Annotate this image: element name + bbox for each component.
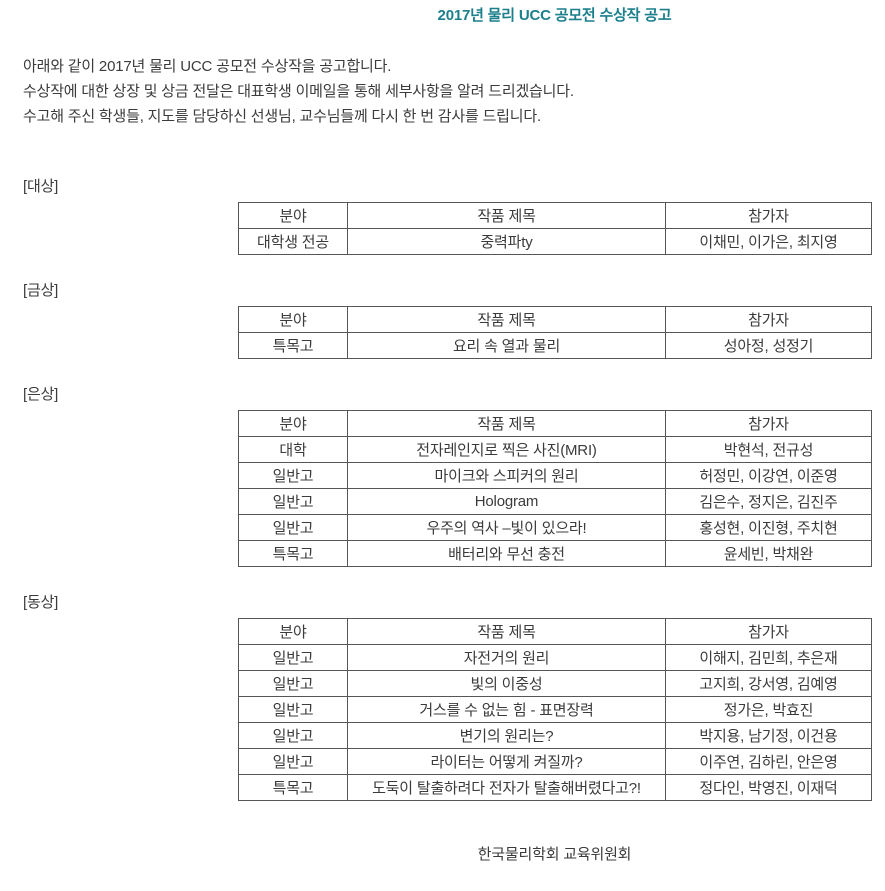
table-cell: 이채민, 이가은, 최지영 bbox=[665, 228, 872, 255]
table-cell: 이해지, 김민희, 추은재 bbox=[665, 644, 872, 671]
table-header-cell: 참가자 bbox=[665, 410, 872, 437]
table-cell: 특목고 bbox=[238, 540, 348, 567]
table-header-cell: 작품 제목 bbox=[347, 306, 666, 333]
table-header-cell: 참가자 bbox=[665, 306, 872, 333]
table-cell: 자전거의 원리 bbox=[347, 644, 666, 671]
table-cell: 성아정, 성정기 bbox=[665, 332, 872, 359]
table-row: 대학생 전공 중력파ty 이채민, 이가은, 최지영 bbox=[238, 228, 872, 255]
table-cell: 일반고 bbox=[238, 696, 348, 723]
intro-line-2: 수상작에 대한 상장 및 상금 전달은 대표학생 이메일을 통해 세부사항을 알… bbox=[23, 83, 574, 100]
table-cell: 정가은, 박효진 bbox=[665, 696, 872, 723]
table-cell: 마이크와 스피커의 원리 bbox=[347, 462, 666, 489]
table-cell: 변기의 원리는? bbox=[347, 722, 666, 749]
table-cell: 배터리와 무선 충전 bbox=[347, 540, 666, 567]
table-cell: 중력파ty bbox=[347, 228, 666, 255]
table-cell: 전자레인지로 찍은 사진(MRI) bbox=[347, 436, 666, 463]
footer-signature: 한국물리학회 교육위원회 bbox=[477, 846, 632, 863]
table-row: 일반고 거스를 수 없는 힘 - 표면장력 정가은, 박효진 bbox=[238, 696, 872, 723]
table-cell: Hologram bbox=[347, 488, 666, 515]
table-row: 특목고 도둑이 탈출하려다 전자가 탈출해버렸다고?! 정다인, 박영진, 이재덕 bbox=[238, 774, 872, 801]
table-cell: 윤세빈, 박채완 bbox=[665, 540, 872, 567]
award-table-1: 분야 작품 제목 참가자 특목고 요리 속 열과 물리 성아정, 성정기 bbox=[238, 306, 872, 359]
table-cell: 일반고 bbox=[238, 748, 348, 775]
table-cell: 요리 속 열과 물리 bbox=[347, 332, 666, 359]
table-cell: 일반고 bbox=[238, 722, 348, 749]
table-header-row: 분야 작품 제목 참가자 bbox=[238, 306, 872, 333]
table-header-cell: 작품 제목 bbox=[347, 618, 666, 645]
section-label-1: [금상] bbox=[23, 282, 59, 299]
table-header-cell: 분야 bbox=[238, 202, 348, 229]
table-cell: 라이터는 어떻게 켜질까? bbox=[347, 748, 666, 775]
table-header-cell: 분야 bbox=[238, 618, 348, 645]
section-label-0: [대상] bbox=[23, 178, 59, 195]
page-title: 2017년 물리 UCC 공모전 수상작 공고 bbox=[437, 7, 672, 24]
table-header-cell: 작품 제목 bbox=[347, 410, 666, 437]
table-cell: 박현석, 전규성 bbox=[665, 436, 872, 463]
table-header-cell: 분야 bbox=[238, 410, 348, 437]
table-row: 일반고 변기의 원리는? 박지용, 남기정, 이건용 bbox=[238, 722, 872, 749]
table-cell: 박지용, 남기정, 이건용 bbox=[665, 722, 872, 749]
table-cell: 대학생 전공 bbox=[238, 228, 348, 255]
table-cell: 특목고 bbox=[238, 774, 348, 801]
table-cell: 우주의 역사 –빛이 있으라! bbox=[347, 514, 666, 541]
table-header-cell: 분야 bbox=[238, 306, 348, 333]
table-row: 일반고 자전거의 원리 이해지, 김민희, 추은재 bbox=[238, 644, 872, 671]
table-cell: 도둑이 탈출하려다 전자가 탈출해버렸다고?! bbox=[347, 774, 666, 801]
table-row: 일반고 마이크와 스피커의 원리 허정민, 이강연, 이준영 bbox=[238, 462, 872, 489]
table-header-cell: 작품 제목 bbox=[347, 202, 666, 229]
table-cell: 특목고 bbox=[238, 332, 348, 359]
intro-line-1: 아래와 같이 2017년 물리 UCC 공모전 수상작을 공고합니다. bbox=[23, 58, 392, 75]
table-cell: 정다인, 박영진, 이재덕 bbox=[665, 774, 872, 801]
intro-paragraph: 아래와 같이 2017년 물리 UCC 공모전 수상작을 공고합니다. 수상작에… bbox=[23, 54, 885, 129]
table-row: 일반고 우주의 역사 –빛이 있으라! 홍성현, 이진형, 주치현 bbox=[238, 514, 872, 541]
table-cell: 일반고 bbox=[238, 488, 348, 515]
table-row: 일반고 Hologram 김은수, 정지은, 김진주 bbox=[238, 488, 872, 515]
award-sections: [대상] 분야 작품 제목 참가자 대학생 전공 중력파ty 이채민, 이가은, 최지영 [금… bbox=[0, 175, 885, 801]
table-header-cell: 참가자 bbox=[665, 618, 872, 645]
announcement-page: { "page": { "title": "2017년 물리 UCC 공모전 수… bbox=[0, 4, 885, 891]
table-cell: 일반고 bbox=[238, 514, 348, 541]
table-row: 특목고 요리 속 열과 물리 성아정, 성정기 bbox=[238, 332, 872, 359]
section-label-3: [동상] bbox=[23, 594, 59, 611]
table-cell: 이주연, 김하린, 안은영 bbox=[665, 748, 872, 775]
table-cell: 일반고 bbox=[238, 670, 348, 697]
award-table-3: 분야 작품 제목 참가자 일반고 자전거의 원리 이해지, 김민희, 추은재 일반고 빛의 이… bbox=[238, 618, 872, 801]
table-cell: 고지희, 강서영, 김예영 bbox=[665, 670, 872, 697]
table-cell: 김은수, 정지은, 김진주 bbox=[665, 488, 872, 515]
table-header-row: 분야 작품 제목 참가자 bbox=[238, 410, 872, 437]
table-cell: 거스를 수 없는 힘 - 표면장력 bbox=[347, 696, 666, 723]
table-cell: 홍성현, 이진형, 주치현 bbox=[665, 514, 872, 541]
table-cell: 일반고 bbox=[238, 644, 348, 671]
table-row: 특목고 배터리와 무선 충전 윤세빈, 박채완 bbox=[238, 540, 872, 567]
table-row: 대학 전자레인지로 찍은 사진(MRI) 박현석, 전규성 bbox=[238, 436, 872, 463]
table-header-row: 분야 작품 제목 참가자 bbox=[238, 618, 872, 645]
table-header-cell: 참가자 bbox=[665, 202, 872, 229]
table-row: 일반고 라이터는 어떻게 켜질까? 이주연, 김하린, 안은영 bbox=[238, 748, 872, 775]
intro-line-3: 수고해 주신 학생들, 지도를 담당하신 선생님, 교수님들께 다시 한 번 감… bbox=[23, 108, 541, 125]
table-cell: 일반고 bbox=[238, 462, 348, 489]
section-label-2: [은상] bbox=[23, 386, 59, 403]
table-cell: 대학 bbox=[238, 436, 348, 463]
award-table-0: 분야 작품 제목 참가자 대학생 전공 중력파ty 이채민, 이가은, 최지영 bbox=[238, 202, 872, 255]
table-header-row: 분야 작품 제목 참가자 bbox=[238, 202, 872, 229]
table-row: 일반고 빛의 이중성 고지희, 강서영, 김예영 bbox=[238, 670, 872, 697]
award-table-2: 분야 작품 제목 참가자 대학 전자레인지로 찍은 사진(MRI) 박현석, 전규성 일반고… bbox=[238, 410, 872, 567]
table-cell: 빛의 이중성 bbox=[347, 670, 666, 697]
table-cell: 허정민, 이강연, 이준영 bbox=[665, 462, 872, 489]
